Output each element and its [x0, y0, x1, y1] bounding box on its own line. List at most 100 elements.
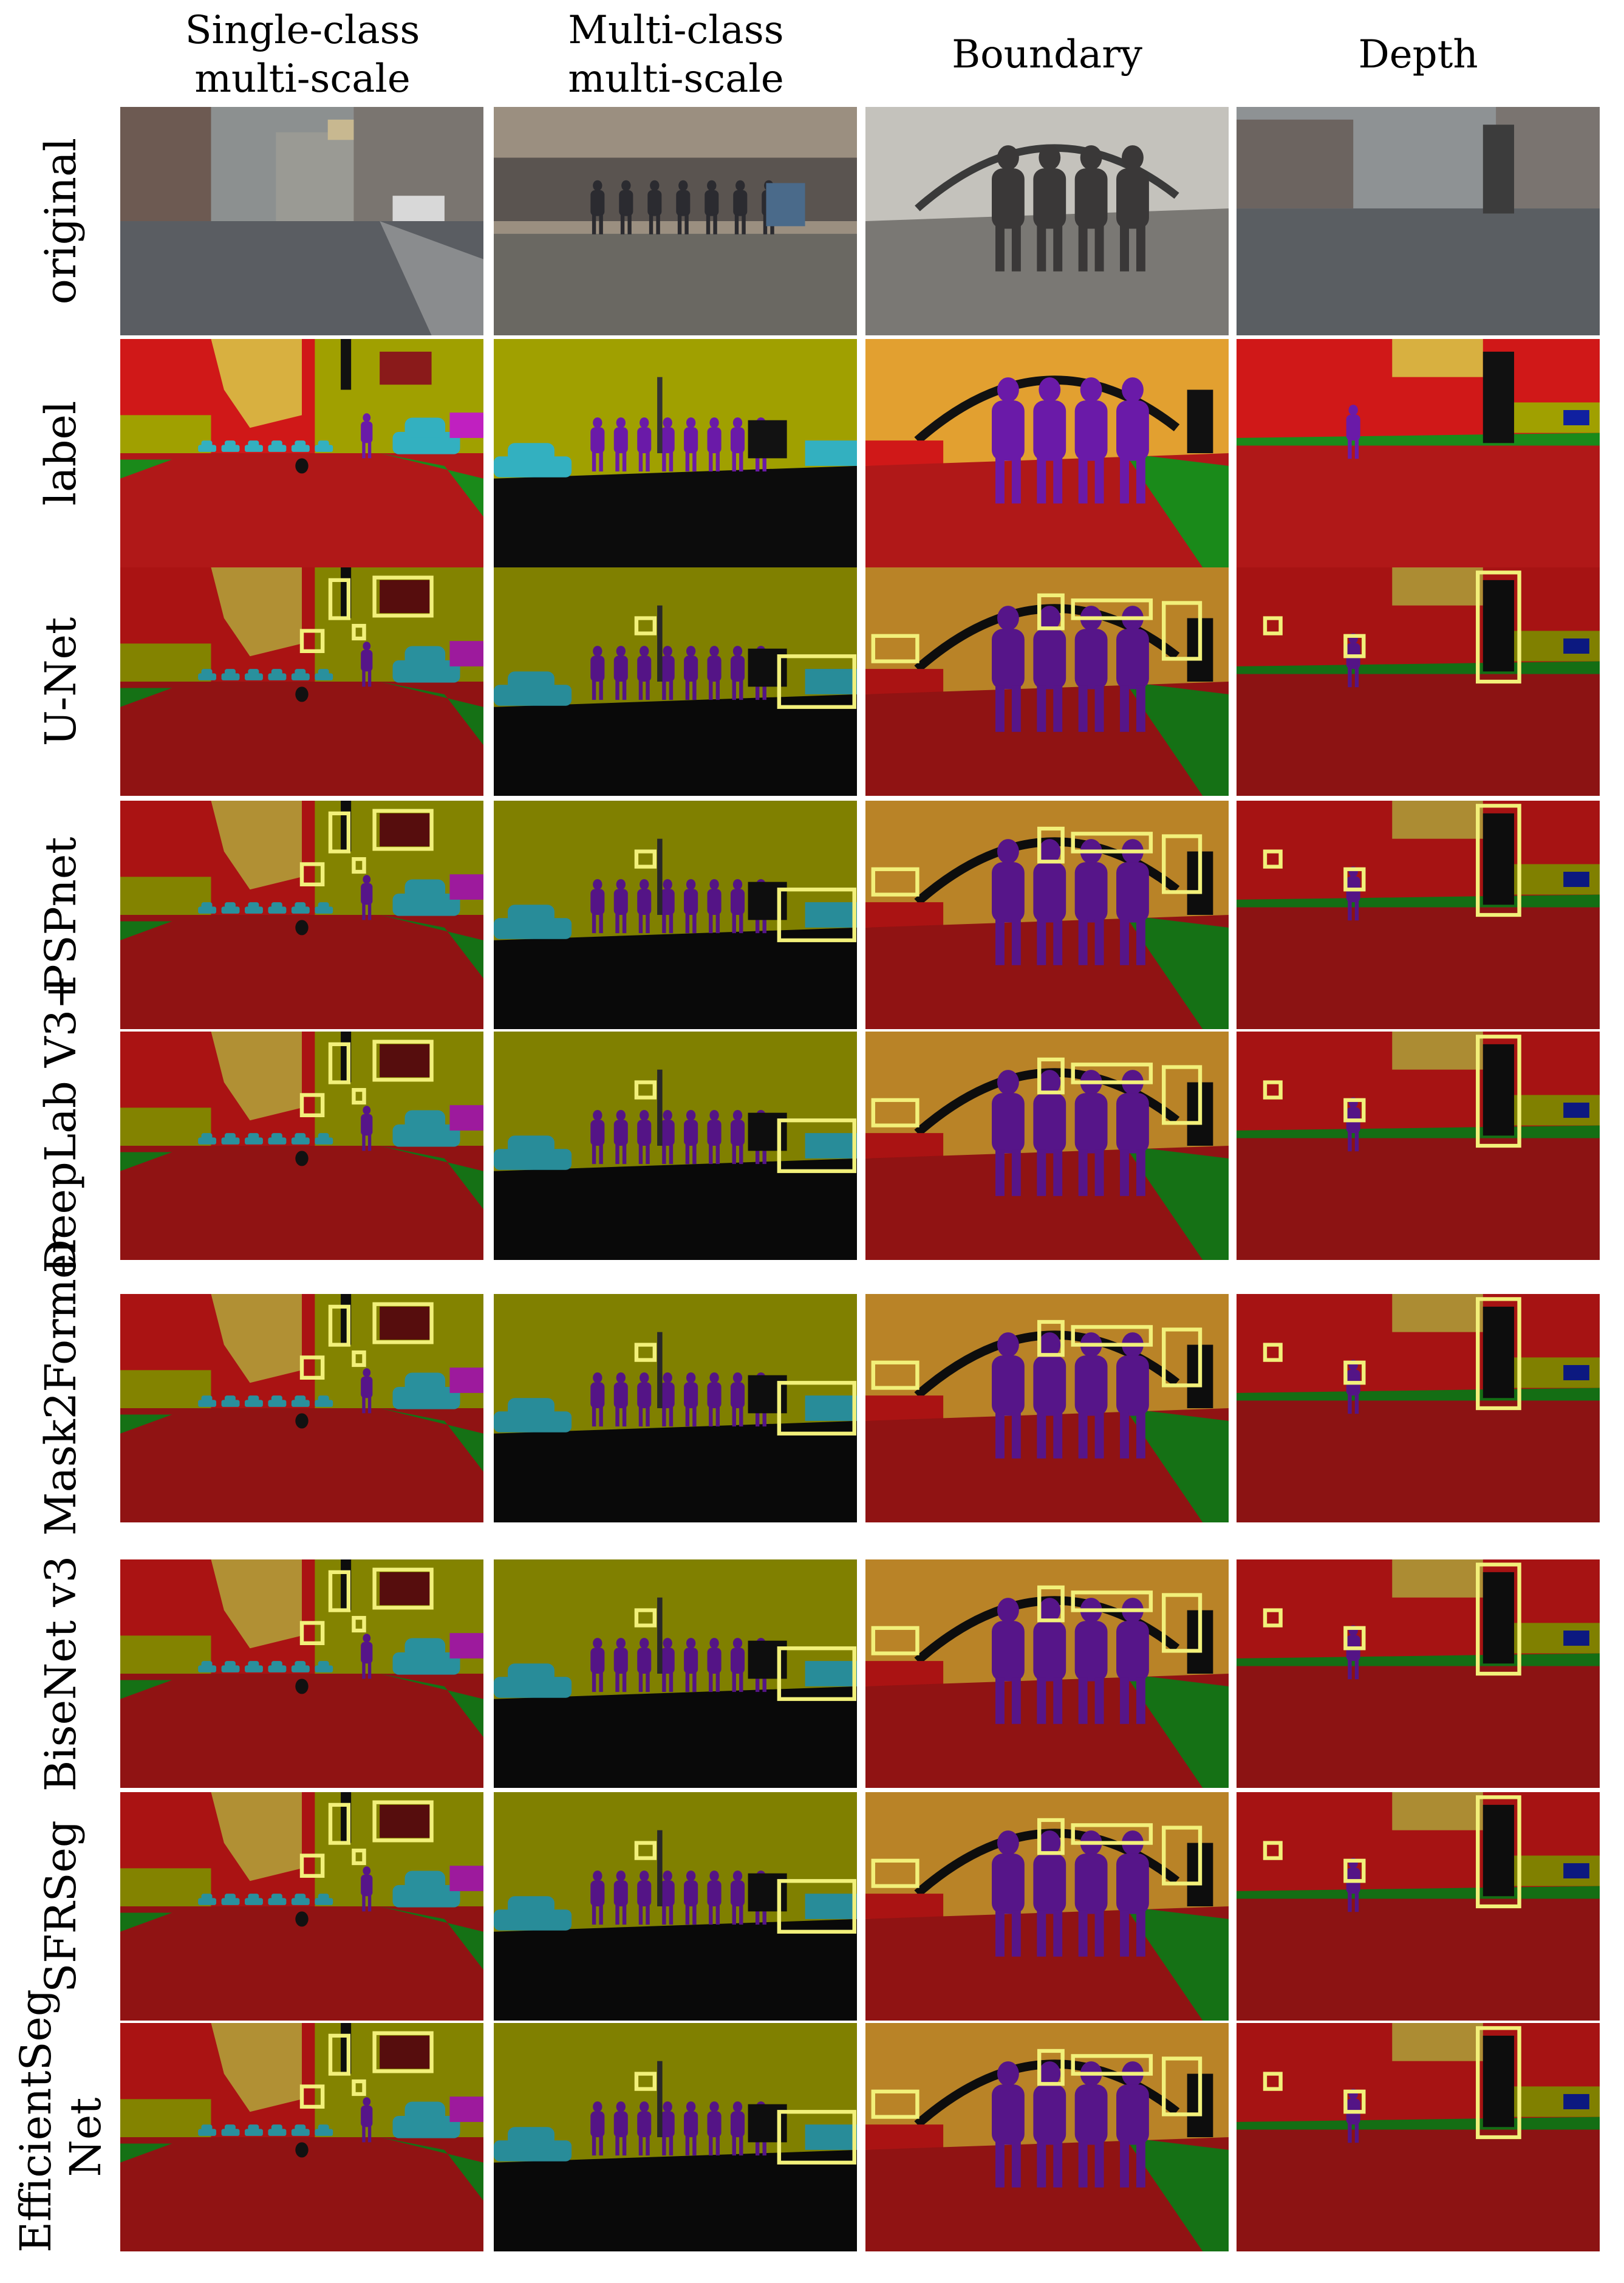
road-dark	[494, 465, 857, 567]
person-mark	[992, 606, 1025, 732]
highlight-box	[1037, 826, 1065, 864]
advertising-column	[1482, 1572, 1515, 1664]
person-mark	[1116, 1070, 1149, 1196]
traffic-pole	[657, 377, 663, 453]
segmentation-image	[494, 1032, 857, 1260]
car-mark	[315, 1133, 333, 1145]
person-mark	[730, 646, 745, 700]
car-mark	[291, 902, 310, 914]
segmentation-image	[120, 1792, 483, 2021]
car-mark	[221, 440, 240, 452]
wall-left	[120, 1635, 211, 1674]
building	[211, 1792, 302, 1881]
car-mark	[198, 440, 217, 452]
sidewalk	[1125, 453, 1229, 567]
building	[1392, 1559, 1483, 1598]
segmentation-image	[865, 1294, 1229, 1522]
person-mark	[637, 417, 652, 472]
advertising-column	[1482, 813, 1515, 905]
highlight-box	[328, 1304, 351, 1347]
building	[211, 1032, 302, 1121]
car-mark	[315, 669, 333, 680]
car-mark	[494, 1398, 572, 1432]
car-mark	[198, 669, 217, 680]
highlight-box	[299, 2084, 325, 2109]
car	[392, 196, 445, 221]
car-mark	[268, 2124, 287, 2136]
row-label-3: U-Net	[36, 617, 86, 747]
car-right	[805, 669, 857, 694]
highlight-box	[1476, 1297, 1521, 1411]
person-mark	[1116, 1598, 1149, 1724]
segmentation-image	[865, 801, 1229, 1029]
highlight-box	[1476, 1563, 1521, 1676]
car-mark	[268, 1894, 287, 1905]
dim-overlay	[865, 1032, 1229, 1260]
building	[1392, 2023, 1483, 2061]
car-mark	[291, 1661, 310, 1672]
car-mark	[268, 1395, 287, 1407]
segmentation-image	[494, 1559, 857, 1788]
highlight-box	[1263, 1841, 1283, 1860]
vegetation	[865, 1133, 944, 1159]
person-mark	[590, 1871, 605, 1925]
dim-overlay	[1237, 801, 1600, 1029]
car-mark	[245, 1395, 263, 1407]
person-mark	[647, 180, 662, 234]
car-mark	[392, 1871, 460, 1908]
highlight-box	[372, 1302, 434, 1344]
person-mark	[1074, 145, 1108, 272]
person-mark	[1033, 1332, 1066, 1459]
highlight-box	[871, 1098, 919, 1128]
road	[1237, 1653, 1600, 1788]
traffic-pole	[657, 1597, 663, 1674]
road	[120, 1674, 483, 1788]
magenta-region	[449, 641, 483, 666]
road-dark	[494, 1918, 857, 2021]
person-mark	[1033, 2061, 1066, 2188]
road	[1237, 433, 1600, 567]
person-mark	[361, 1368, 373, 1414]
cell-5-3	[865, 1032, 1229, 1260]
car-mark	[291, 1894, 310, 1905]
dim-overlay	[865, 2023, 1229, 2251]
segmentation-image	[865, 1032, 1229, 1260]
vegetation	[865, 1395, 944, 1421]
segmentation-image	[1237, 567, 1600, 796]
sign-board	[380, 1044, 432, 1078]
car-mark	[245, 440, 263, 452]
segmentation-image	[1237, 339, 1600, 567]
person-mark	[707, 417, 722, 472]
car-mark	[494, 2127, 572, 2161]
segmentation-image	[1237, 1792, 1600, 2021]
dim-overlay	[865, 1559, 1229, 1788]
road-dark	[494, 1686, 857, 1788]
car-mark	[268, 902, 287, 914]
person-mark	[361, 642, 373, 687]
wall-left	[120, 2099, 211, 2137]
dim-overlay	[1237, 1792, 1600, 2021]
car-mark	[494, 443, 572, 477]
car-mark	[315, 1395, 333, 1407]
person-mark	[637, 646, 652, 700]
blue-sign	[1563, 1364, 1589, 1381]
highlight-box	[1263, 2072, 1283, 2091]
highlight-box	[871, 1626, 919, 1655]
highlight-box	[1071, 2054, 1153, 2076]
building	[1392, 801, 1483, 839]
car-mark	[315, 2124, 333, 2136]
highlight-box	[328, 1042, 351, 1084]
highlight-box	[1476, 1035, 1521, 1148]
person-mark	[660, 1110, 675, 1165]
highlight-box	[1263, 1608, 1283, 1628]
road	[1237, 1388, 1600, 1522]
highlight-box	[352, 1848, 366, 1866]
road	[120, 453, 483, 567]
segmentation-image	[1237, 1294, 1600, 1522]
cell-5-1	[120, 1032, 483, 1260]
dim-overlay	[494, 1294, 857, 1522]
highlight-box	[352, 1350, 366, 1367]
building	[211, 1559, 302, 1649]
highlight-box	[634, 2072, 657, 2091]
road	[120, 682, 483, 796]
